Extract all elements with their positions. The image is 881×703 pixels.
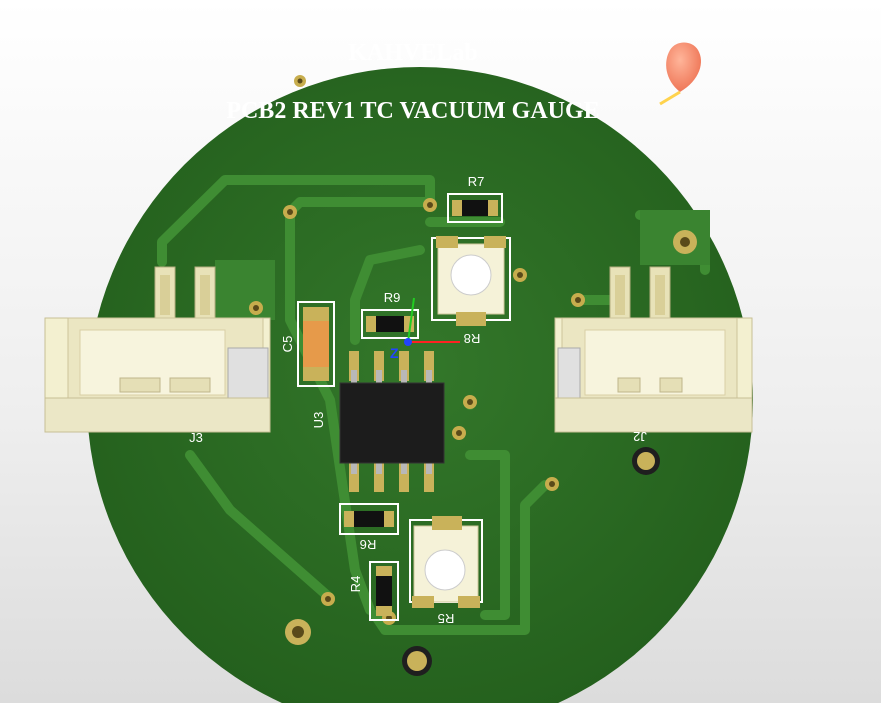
label-u3: U3 [311, 412, 326, 429]
label-r9: R9 [384, 290, 401, 305]
mounting-pad [673, 230, 697, 254]
via [463, 395, 477, 409]
board-title-description: PCB2 REV1 TC VACUUM GAUGE [226, 98, 599, 124]
location-marker-icon[interactable] [659, 42, 701, 106]
via [452, 426, 466, 440]
capacitor-c5[interactable]: C5 [280, 301, 335, 387]
label-r8: R8 [464, 331, 481, 346]
resistor-r7[interactable]: R7 [447, 174, 503, 223]
label-j3: J3 [189, 430, 203, 445]
resistor-r9[interactable]: R9 [361, 290, 419, 339]
via [545, 477, 559, 491]
resistor-r4[interactable]: R4 [348, 561, 399, 621]
mounting-pad [402, 646, 432, 676]
copper-pour-j3 [215, 260, 275, 320]
ic-u3[interactable]: U3 [311, 351, 445, 492]
trimmer-r5[interactable]: R5 [409, 516, 483, 626]
mounting-pad [632, 447, 660, 475]
via [249, 301, 263, 315]
axis-gizmo: Z [390, 297, 460, 361]
label-c5: C5 [280, 336, 295, 353]
label-r5: R5 [438, 611, 455, 626]
mounting-pad [285, 619, 311, 645]
label-r6: R6 [360, 537, 377, 552]
label-r7: R7 [468, 174, 485, 189]
via [571, 293, 585, 307]
via [294, 75, 306, 87]
vias [249, 75, 697, 676]
axis-label-z: Z [390, 345, 399, 361]
via [513, 268, 527, 282]
label-r4: R4 [348, 576, 363, 593]
board-title-brand: KAHVELab [348, 40, 477, 66]
label-j2: J2 [633, 429, 647, 444]
connector-j3[interactable]: J3 [44, 266, 271, 445]
via [423, 198, 437, 212]
trimmer-r8[interactable]: R8 [431, 236, 511, 346]
connector-j2[interactable]: J2 [554, 266, 753, 444]
via [283, 205, 297, 219]
via [321, 592, 335, 606]
resistor-r6[interactable]: R6 [339, 503, 399, 552]
